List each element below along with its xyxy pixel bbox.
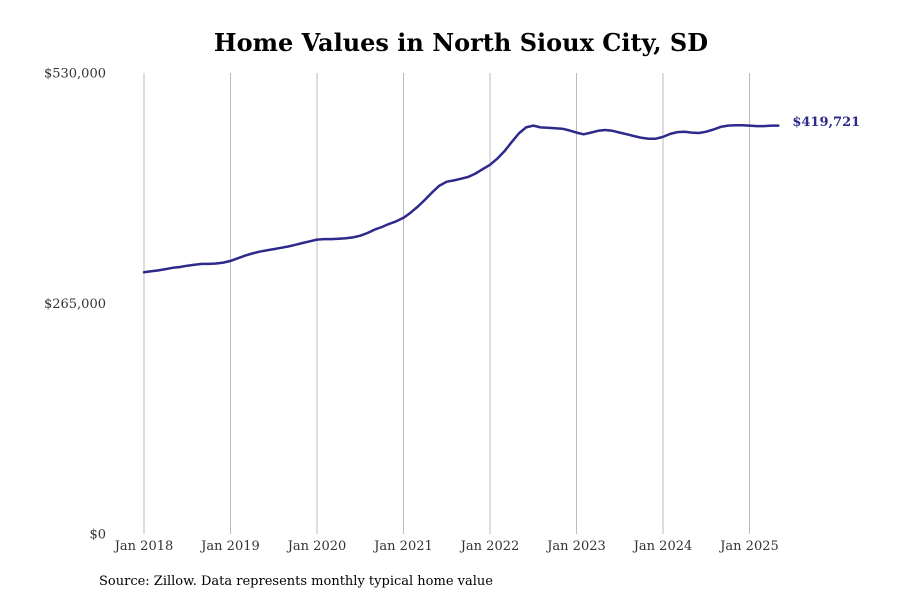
x-tick-label: Jan 2025 [718,539,779,554]
series-line [142,123,780,274]
x-tick-label: Jan 2024 [632,539,693,554]
x-tick-label: Jan 2018 [113,539,174,554]
x-tick-label: Jan 2022 [459,539,520,554]
x-tick-label: Jan 2020 [286,539,347,554]
x-tick-label: Jan 2019 [199,539,260,554]
x-axis: Jan 2018 Jan 2019 Jan 2020 Jan 2021 Jan 2022… [113,539,779,554]
chart-title: Home Values in North Sioux City, SD [213,28,709,57]
x-tick-label: Jan 2021 [372,539,433,554]
source-note: Source: Zillow. Data represents monthly … [99,574,493,589]
series-layer [142,123,780,274]
y-axis: $0 $265,000 $530,000 [44,67,106,543]
y-tick-label: $530,000 [44,67,106,82]
grid-lines [143,73,750,534]
end-value-label: $419,721 [792,115,860,130]
x-tick-label: Jan 2023 [545,539,606,554]
y-tick-label: $265,000 [44,297,106,312]
y-tick-label: $0 [89,528,106,543]
end-label-layer: $419,721 [792,115,860,130]
